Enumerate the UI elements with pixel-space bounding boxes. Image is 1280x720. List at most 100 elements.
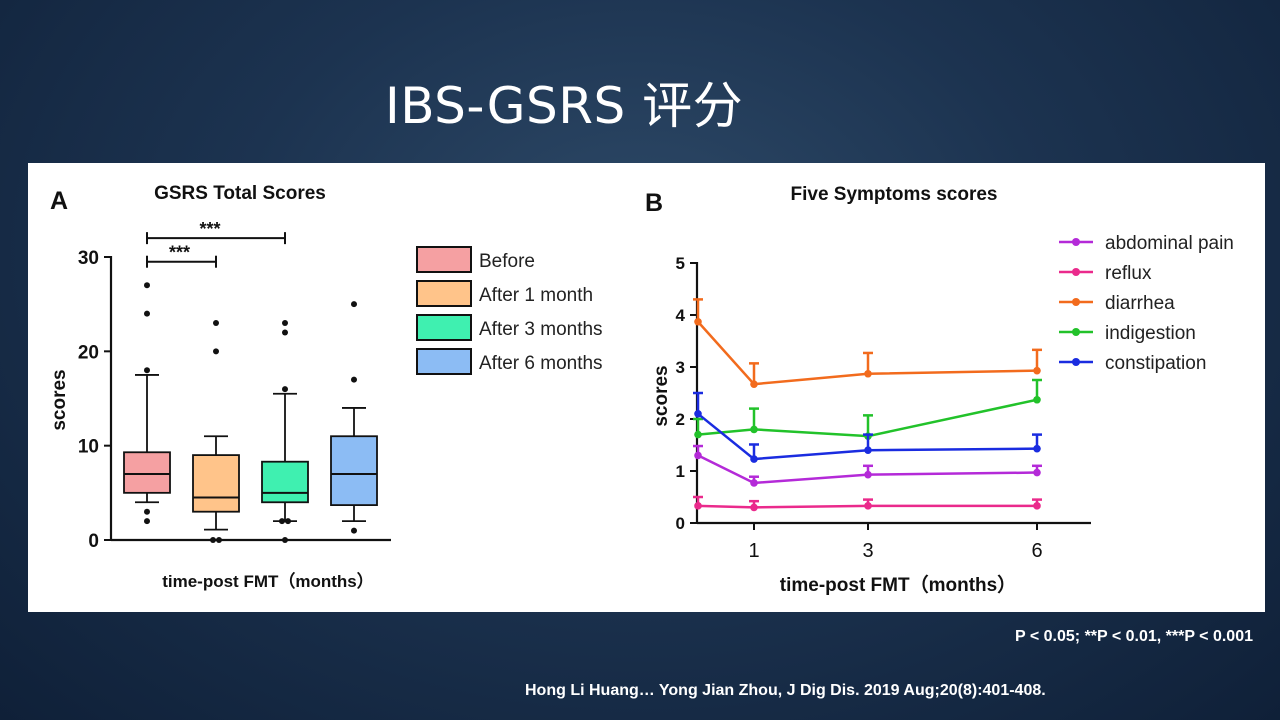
legend-label: indigestion [1105, 323, 1196, 344]
box-iqr [330, 435, 378, 506]
series-point [864, 446, 872, 455]
series-point [1033, 468, 1041, 477]
chart-b-xtick-label: 1 [748, 540, 759, 562]
chart-b-xtick-label: 3 [862, 540, 873, 562]
series-point [1033, 395, 1041, 404]
significance-label: *** [199, 219, 220, 239]
box-outlier-point [279, 518, 285, 525]
box-group [192, 320, 240, 543]
panel-a: A GSRS Total Scores time-post FMT（months… [49, 183, 603, 591]
chart-b-axes: 0 1 2 3 4 5 1 3 6 [676, 254, 1091, 562]
legend-label: Before [479, 251, 535, 272]
box-group [123, 282, 171, 525]
legend-marker [1072, 238, 1080, 246]
legend-marker [1072, 358, 1080, 366]
chart-a-ytick-label: 20 [78, 342, 99, 363]
series-point [694, 317, 702, 326]
legend-marker [1072, 328, 1080, 336]
box-iqr [192, 454, 240, 513]
panel-b: B Five Symptoms scores time-post FMT（mon… [645, 184, 1234, 596]
significance-label: *** [169, 243, 190, 263]
legend-swatch [416, 348, 472, 375]
chart-b-xtick-label: 6 [1031, 540, 1042, 562]
panel-label-b: B [645, 189, 663, 217]
chart-b-ytick-label: 1 [676, 462, 685, 481]
box-outlier-point [213, 348, 219, 355]
chart-b-ytick-label: 5 [676, 254, 685, 273]
series-point [750, 503, 758, 512]
series-point [750, 380, 758, 388]
figure-svg: A GSRS Total Scores time-post FMT（months… [49, 183, 1234, 596]
series-point [864, 369, 872, 378]
legend-label: After 6 months [479, 353, 603, 374]
series-point [1033, 444, 1041, 453]
legend-marker [1072, 268, 1080, 276]
legend-label: diarrhea [1105, 293, 1175, 314]
chart-b-lines [693, 298, 1042, 512]
series-group [693, 298, 1042, 388]
box-iqr [123, 451, 171, 494]
box-outlier-point [216, 537, 222, 543]
box-outlier-point [285, 518, 291, 525]
chart-b-ylabel: scores [651, 365, 672, 426]
box-outlier-point [210, 537, 216, 543]
series-point [694, 451, 702, 460]
chart-b-ytick-label: 0 [676, 514, 685, 533]
series-group [693, 391, 1042, 463]
panel-label-a: A [50, 187, 68, 215]
pvalue-note: P < 0.05; **P < 0.01, ***P < 0.001 [1015, 628, 1253, 645]
box-outlier-point [282, 329, 288, 336]
box-group [261, 320, 309, 543]
chart-a-axes: 0 10 20 30 [78, 248, 391, 552]
series-point [864, 470, 872, 479]
series-group [693, 444, 1042, 487]
legend-label: After 1 month [479, 285, 593, 306]
chart-b-title: Five Symptoms scores [791, 184, 998, 205]
chart-a-ylabel: scores [49, 369, 70, 430]
chart-b-ytick-label: 3 [676, 358, 685, 377]
legend-swatch [416, 314, 472, 341]
series-line [697, 320, 1038, 386]
series-point [750, 479, 758, 487]
box-outlier-point [144, 282, 150, 289]
legend-label: After 3 months [479, 319, 603, 340]
box-outlier-point [282, 320, 288, 327]
figure-panel: A GSRS Total Scores time-post FMT（months… [28, 163, 1265, 612]
legend-marker [1072, 298, 1080, 306]
series-point [694, 430, 702, 439]
series-point [694, 502, 702, 510]
box-outlier-point [213, 320, 219, 327]
series-line [697, 454, 1038, 485]
legend-label: abdominal pain [1105, 233, 1234, 254]
box-outlier-point [144, 518, 150, 525]
box-outlier-point [351, 527, 357, 534]
series-point [750, 455, 758, 463]
citation: Hong Li Huang… Yong Jian Zhou, J Dig Dis… [525, 682, 1046, 699]
chart-a-ytick-label: 0 [88, 531, 99, 552]
box-group [330, 301, 378, 534]
chart-a-xlabel: time-post FMT（months） [162, 571, 374, 591]
box-outlier-point [351, 376, 357, 383]
series-point [1033, 502, 1041, 510]
chart-a-title: GSRS Total Scores [154, 183, 326, 204]
box-outlier-point [144, 310, 150, 317]
slide-title: IBS-GSRS 评分 [385, 77, 744, 135]
box-outlier-point [144, 508, 150, 515]
legend-swatch [416, 280, 472, 307]
series-line [697, 412, 1038, 461]
chart-b-legend: abdominal pain reflux diarrhea indigestion c… [1059, 233, 1234, 374]
chart-b-ytick-label: 2 [676, 410, 685, 429]
series-group [693, 378, 1042, 440]
chart-a-significance: *** *** [146, 219, 286, 268]
series-point [694, 410, 702, 418]
legend-label: constipation [1105, 353, 1206, 374]
box-outlier-point [351, 301, 357, 308]
chart-b-xlabel: time-post FMT（months） [780, 573, 1016, 596]
series-point [864, 502, 872, 510]
chart-a-ytick-label: 10 [78, 437, 99, 458]
chart-b-ytick-label: 4 [676, 306, 686, 325]
box-outlier-point [282, 537, 288, 543]
series-point [750, 425, 758, 434]
box-iqr [261, 460, 309, 504]
legend-label: reflux [1105, 263, 1152, 284]
